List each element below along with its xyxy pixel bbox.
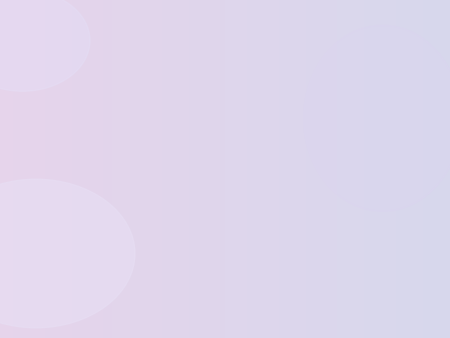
Text: •: • [50, 206, 63, 226]
Text: •: • [50, 125, 63, 145]
Text: •: • [50, 166, 63, 186]
Text: Basic methods in genetics: Basic methods in genetics [58, 51, 450, 80]
Circle shape [0, 0, 90, 91]
Ellipse shape [304, 25, 450, 211]
Circle shape [0, 179, 135, 328]
Text: Restriction enzyme digestions: Restriction enzyme digestions [72, 166, 392, 185]
Text: Gel electrophoresis: Gel electrophoresis [72, 207, 278, 226]
Text: PCR; Polymerase Chain Reaction: PCR; Polymerase Chain Reaction [72, 126, 417, 145]
